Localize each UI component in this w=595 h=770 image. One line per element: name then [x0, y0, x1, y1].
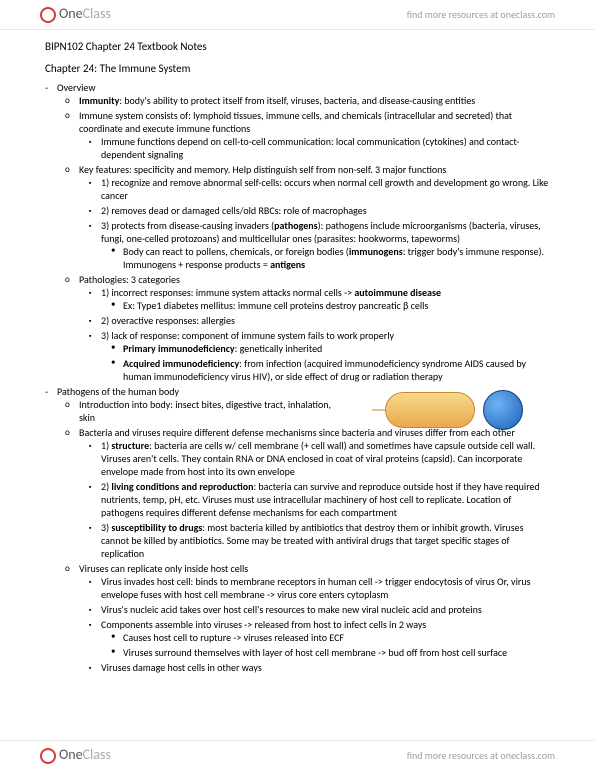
text-intro: Introduction into body: insect bites, di…	[79, 398, 331, 424]
item-living: 2) living conditions and reproduction: b…	[79, 480, 550, 519]
text-vr3a: Causes host cell to rupture -> viruses r…	[123, 631, 344, 644]
section-overview: Overview Immunity: body's ability to pro…	[45, 81, 550, 383]
term-acquired-imm: Acquired immunodeficiency	[123, 357, 239, 370]
item-immune-system: Immune system consists of: lymphoid tiss…	[57, 109, 550, 161]
text-f1: 1) recognize and remove abnormal self-ce…	[101, 176, 548, 202]
item-vr1: Virus invades host cell: binds to membra…	[79, 575, 550, 601]
item-pathologies: Pathologies: 3 categories 1) incorrect r…	[57, 273, 550, 383]
item-p1-example: Ex: Type1 diabetes mellitus: immune cell…	[101, 299, 550, 312]
footer-link[interactable]: find more resources at oneclass.com	[407, 749, 555, 762]
item-function-3: 3) protects from disease-causing invader…	[79, 219, 550, 271]
item-immunity: Immunity: body's ability to protect itse…	[57, 94, 550, 107]
text-s2a: 2)	[101, 480, 111, 493]
text-s1b: : bacteria are cells w/ cell membrane (+…	[101, 439, 535, 478]
item-key-features: Key features: specificity and memory. He…	[57, 163, 550, 271]
text-vr1: Virus invades host cell: binds to membra…	[101, 575, 531, 601]
text-primary-imm: : genetically inherited	[235, 342, 323, 355]
text-p2: 2) overactive responses: allergies	[101, 314, 235, 327]
text-pathologies: Pathologies: 3 categories	[79, 273, 180, 286]
item-vr4: Viruses damage host cells in other ways	[79, 661, 550, 674]
logo-text-class: Class	[83, 5, 111, 23]
footer-logo-one: One	[59, 746, 83, 764]
text-p1ex: Ex: Type1 diabetes mellitus: immune cell…	[123, 299, 428, 312]
text-vr4: Viruses damage host cells in other ways	[101, 661, 262, 674]
text-vr3b: Viruses surround themselves with layer o…	[123, 646, 507, 659]
item-suscept: 3) susceptibility to drugs: most bacteri…	[79, 521, 550, 560]
virus-icon	[483, 390, 523, 430]
footer-logo-circle-icon	[40, 748, 56, 764]
text-virrep: Viruses can replicate only inside host c…	[79, 562, 248, 575]
logo-text-one: One	[59, 5, 83, 23]
item-bact-vir: Bacteria and viruses require different d…	[57, 426, 550, 560]
item-path-1: 1) incorrect responses: immune system at…	[79, 286, 550, 312]
header-link[interactable]: find more resources at oneclass.com	[407, 8, 555, 21]
item-path-3: 3) lack of response: component of immune…	[79, 329, 550, 383]
pathogen-diagram	[385, 380, 545, 440]
item-vr3: Components assemble into viruses -> rele…	[79, 618, 550, 659]
text-key-features: Key features: specificity and memory. He…	[79, 163, 446, 176]
text-vr3: Components assemble into viruses -> rele…	[101, 618, 426, 631]
text-immune-system: Immune system consists of: lymphoid tiss…	[79, 109, 512, 135]
term-suscept: susceptibility to drugs	[111, 521, 202, 534]
term-structure: structure	[111, 439, 149, 452]
item-path-2: 2) overactive responses: allergies	[79, 314, 550, 327]
bacterium-icon	[385, 392, 475, 428]
item-body-react: Body can react to pollens, chemicals, or…	[101, 245, 550, 271]
term-primary-imm: Primary immunodeficiency	[123, 342, 235, 355]
item-vr3b: Viruses surround themselves with layer o…	[101, 646, 550, 659]
text-p3: 3) lack of response: component of immune…	[101, 329, 394, 342]
term-immunity: Immunity	[79, 94, 119, 107]
brand-logo: OneClass	[40, 5, 111, 23]
text-bodyreact: Body can react to pollens, chemicals, or…	[123, 245, 349, 258]
text-s3a: 3)	[101, 521, 111, 534]
item-structure: 1) structure: bacteria are cells w/ cell…	[79, 439, 550, 478]
footer-bar: OneClass find more resources at oneclass…	[0, 740, 595, 770]
footer-logo: OneClass	[40, 746, 111, 764]
chapter-title: Chapter 24: The Immune System	[45, 62, 550, 76]
item-virus-replicate: Viruses can replicate only inside host c…	[57, 562, 550, 674]
item-acquired-imm: Acquired immunodeficiency: from infectio…	[101, 357, 550, 383]
text-p1a: 1) incorrect responses: immune system at…	[101, 286, 354, 299]
document-content: BIPN102 Chapter 24 Textbook Notes Chapte…	[0, 30, 595, 706]
item-function-2: 2) removes dead or damaged cells/old RBC…	[79, 204, 550, 217]
text-f3a: 3) protects from disease-causing invader…	[101, 219, 274, 232]
item-primary-imm: Primary immunodeficiency: genetically in…	[101, 342, 550, 355]
item-vr3a: Causes host cell to rupture -> viruses r…	[101, 631, 550, 644]
item-vr2: Virus's nucleic acid takes over host cel…	[79, 603, 550, 616]
text-s1a: 1)	[101, 439, 111, 452]
header-bar: OneClass find more resources at oneclass…	[0, 0, 595, 30]
term-living: living conditions and reproduction	[111, 480, 253, 493]
term-autoimmune: autoimmune disease	[354, 286, 441, 299]
text-immune-functions: Immune functions depend on cell-to-cell …	[101, 135, 519, 161]
def-immunity: : body's ability to protect itself from …	[119, 94, 475, 107]
logo-circle-icon	[40, 7, 56, 23]
overview-heading: Overview	[57, 81, 95, 94]
term-immunogens: immunogens	[349, 245, 403, 258]
item-intro-body: Introduction into body: insect bites, di…	[57, 398, 337, 424]
term-antigens: antigens	[270, 258, 305, 271]
doc-title: BIPN102 Chapter 24 Textbook Notes	[45, 40, 550, 54]
text-vr2: Virus's nucleic acid takes over host cel…	[101, 603, 482, 616]
heading-pathogens-body: Pathogens of the human body	[57, 385, 179, 398]
term-pathogens: pathogens	[274, 219, 317, 232]
item-immune-functions: Immune functions depend on cell-to-cell …	[79, 135, 550, 161]
item-function-1: 1) recognize and remove abnormal self-ce…	[79, 176, 550, 202]
footer-logo-class: Class	[83, 746, 111, 764]
text-f2: 2) removes dead or damaged cells/old RBC…	[101, 204, 367, 217]
